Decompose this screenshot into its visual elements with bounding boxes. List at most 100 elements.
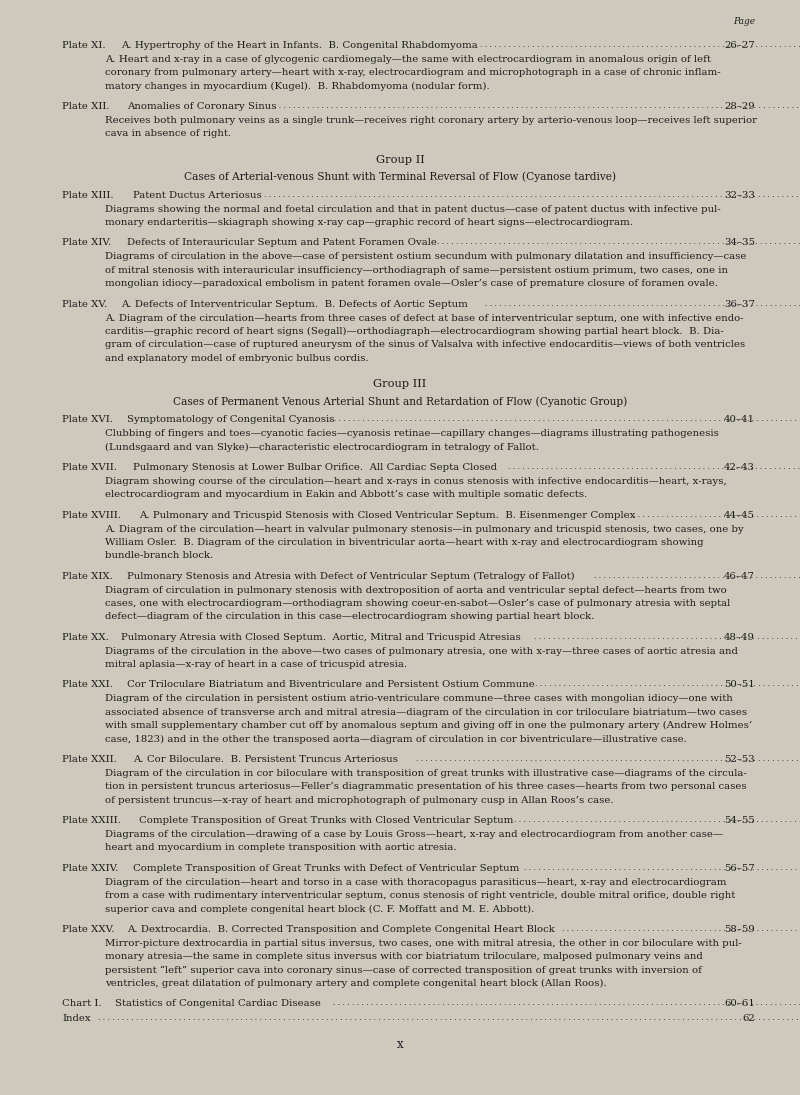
Text: 26–27: 26–27 [724,41,755,50]
Text: Diagram of the circulation in cor biloculare with transposition of great trunks : Diagram of the circulation in cor bilocu… [105,769,746,777]
Text: 34–35: 34–35 [724,239,755,247]
Text: Complete Transposition of Great Trunks with Closed Ventricular Septum: Complete Transposition of Great Trunks w… [138,816,513,826]
Text: Diagrams of the circulation in the above—two cases of pulmonary atresia, one wit: Diagrams of the circulation in the above… [105,647,738,656]
Text: Cases of Arterial-venous Shunt with Terminal Reversal of Flow (Cyanose tardive): Cases of Arterial-venous Shunt with Term… [184,172,616,183]
Text: 58–59: 58–59 [724,925,755,934]
Text: Plate XV.: Plate XV. [62,300,107,309]
Text: Plate XI.: Plate XI. [62,41,106,50]
Text: Diagram of circulation in pulmonary stenosis with dextroposition of aorta and ve: Diagram of circulation in pulmonary sten… [105,586,726,595]
Text: A. Hypertrophy of the Heart in Infants.  B. Congenital Rhabdomyoma: A. Hypertrophy of the Heart in Infants. … [121,41,478,50]
Text: . . . . . . . . . . . . . . . . . . . . . . . . . . . . . . . . . . . . . . . . : . . . . . . . . . . . . . . . . . . . . … [514,816,800,825]
Text: and explanatory model of embryonic bulbus cordis.: and explanatory model of embryonic bulbu… [105,354,369,362]
Text: . . . . . . . . . . . . . . . . . . . . . . . . . . . . . . . . . . . . . . . . : . . . . . . . . . . . . . . . . . . . . … [486,300,800,308]
Text: A. Dextrocardia.  B. Corrected Transposition and Complete Congenital Heart Block: A. Dextrocardia. B. Corrected Transposit… [127,925,554,934]
Text: 62: 62 [742,1014,755,1024]
Text: 28–29: 28–29 [724,102,755,111]
Text: Complete Transposition of Great Trunks with Defect of Ventricular Septum: Complete Transposition of Great Trunks w… [133,864,519,873]
Text: . . . . . . . . . . . . . . . . . . . . . . . . . . . . . . . . . . . . . . . . : . . . . . . . . . . . . . . . . . . . . … [333,1000,800,1007]
Text: Diagram of the circulation—heart and torso in a case with thoracopagus parasitic: Diagram of the circulation—heart and tor… [105,878,726,887]
Text: Chart I.: Chart I. [62,1000,102,1008]
Text: 46–47: 46–47 [724,572,755,580]
Text: . . . . . . . . . . . . . . . . . . . . . . . . . . . . . . . . . . . . . . . . : . . . . . . . . . . . . . . . . . . . . … [594,572,800,579]
Text: x: x [397,1038,403,1050]
Text: mongolian idiocy—paradoxical embolism in patent foramen ovale—Osler’s case of pr: mongolian idiocy—paradoxical embolism in… [105,279,718,288]
Text: Cor Triloculare Biatriatum and Biventriculare and Persistent Ostium Commune: Cor Triloculare Biatriatum and Biventric… [127,680,534,690]
Text: Diagrams of circulation in the above—case of persistent ostium secundum with pul: Diagrams of circulation in the above—cas… [105,253,746,262]
Text: persistent “left” superior cava into coronary sinus—case of corrected transposit: persistent “left” superior cava into cor… [105,966,702,975]
Text: . . . . . . . . . . . . . . . . . . . . . . . . . . . . . . . . . . . . . . . . : . . . . . . . . . . . . . . . . . . . . … [524,864,800,872]
Text: Pulmonary Stenosis at Lower Bulbar Orifice.  All Cardiac Septa Closed: Pulmonary Stenosis at Lower Bulbar Orifi… [133,463,497,472]
Text: . . . . . . . . . . . . . . . . . . . . . . . . . . . . . . . . . . . . . . . . : . . . . . . . . . . . . . . . . . . . . … [98,1014,800,1023]
Text: . . . . . . . . . . . . . . . . . . . . . . . . . . . . . . . . . . . . . . . . : . . . . . . . . . . . . . . . . . . . . … [264,191,800,198]
Text: Defects of Interauricular Septum and Patent Foramen Ovale: Defects of Interauricular Septum and Pat… [127,239,437,247]
Text: 48–49: 48–49 [724,633,755,642]
Text: A. Pulmonary and Tricuspid Stenosis with Closed Ventricular Septum.  B. Eisenmen: A. Pulmonary and Tricuspid Stenosis with… [138,510,635,519]
Text: Plate XXV.: Plate XXV. [62,925,114,934]
Text: Plate XXIII.: Plate XXIII. [62,816,121,826]
Text: mitral aplasia—x-ray of heart in a case of tricuspid atresia.: mitral aplasia—x-ray of heart in a case … [105,660,407,669]
Text: A. Heart and x-ray in a case of glycogenic cardiomegaly—the same with electrocar: A. Heart and x-ray in a case of glycogen… [105,55,711,64]
Text: Symptomatology of Congenital Cyanosis: Symptomatology of Congenital Cyanosis [127,415,334,424]
Text: Plate XX.: Plate XX. [62,633,109,642]
Text: electrocardiogram and myocardium in Eakin and Abbott’s case with multiple somati: electrocardiogram and myocardium in Eaki… [105,491,587,499]
Text: Pulmonary Stenosis and Atresia with Defect of Ventricular Septum (Tetralogy of F: Pulmonary Stenosis and Atresia with Defe… [127,572,574,580]
Text: bundle-branch block.: bundle-branch block. [105,551,214,561]
Text: 54–55: 54–55 [724,816,755,826]
Text: 44–45: 44–45 [724,510,755,519]
Text: Plate XVII.: Plate XVII. [62,463,117,472]
Text: 40–41: 40–41 [724,415,755,424]
Text: defect—diagram of the circulation in this case—electrocardiogram showing partial: defect—diagram of the circulation in thi… [105,612,594,621]
Text: Plate XII.: Plate XII. [62,102,110,111]
Text: case, 1823) and in the other the transposed aorta—diagram of circulation in cor : case, 1823) and in the other the transpo… [105,735,687,744]
Text: Plate XXI.: Plate XXI. [62,680,113,690]
Text: Group III: Group III [374,379,426,389]
Text: . . . . . . . . . . . . . . . . . . . . . . . . . . . . . . . . . . . . . . . . : . . . . . . . . . . . . . . . . . . . . … [508,463,800,471]
Text: coronary from pulmonary artery—heart with x-ray, electrocardiogram and microphot: coronary from pulmonary artery—heart wit… [105,68,721,78]
Text: 42–43: 42–43 [724,463,755,472]
Text: monary endarteritis—skiagraph showing x-ray cap—graphic record of heart signs—el: monary endarteritis—skiagraph showing x-… [105,218,633,227]
Text: from a case with rudimentary interventricular septum, conus stenosis of right ve: from a case with rudimentary interventri… [105,891,735,900]
Text: (Lundsgaard and van Slyke)—characteristic electrocardiogram in tetralogy of Fall: (Lundsgaard and van Slyke)—characteristi… [105,442,539,451]
Text: . . . . . . . . . . . . . . . . . . . . . . . . . . . . . . . . . . . . . . . . : . . . . . . . . . . . . . . . . . . . . … [329,415,800,423]
Text: . . . . . . . . . . . . . . . . . . . . . . . . . . . . . . . . . . . . . . . . : . . . . . . . . . . . . . . . . . . . . … [437,239,800,246]
Text: . . . . . . . . . . . . . . . . . . . . . . . . . . . . . . . . . . . . . . . . : . . . . . . . . . . . . . . . . . . . . … [562,925,800,933]
Text: of mitral stenosis with interauricular insufficiency—orthodiagraph of same—persi: of mitral stenosis with interauricular i… [105,266,728,275]
Text: 60–61: 60–61 [724,1000,755,1008]
Text: tion in persistent truncus arteriosus—Feller’s diagrammatic presentation of his : tion in persistent truncus arteriosus—Fe… [105,782,746,792]
Text: Plate XVIII.: Plate XVIII. [62,510,121,519]
Text: A. Defects of Interventricular Septum.  B. Defects of Aortic Septum: A. Defects of Interventricular Septum. B… [121,300,468,309]
Text: ventricles, great dilatation of pulmonary artery and complete congenital heart b: ventricles, great dilatation of pulmonar… [105,979,606,988]
Text: A. Diagram of the circulation—hearts from three cases of defect at base of inter: A. Diagram of the circulation—hearts fro… [105,313,744,323]
Text: . . . . . . . . . . . . . . . . . . . . . . . . . . . . . . . . . . . . . . . . : . . . . . . . . . . . . . . . . . . . . … [534,680,800,689]
Text: A. Diagram of the circulation—heart in valvular pulmonary stenosis—in pulmonary : A. Diagram of the circulation—heart in v… [105,525,744,533]
Text: with small supplementary chamber cut off by anomalous septum and giving off in o: with small supplementary chamber cut off… [105,722,752,730]
Text: . . . . . . . . . . . . . . . . . . . . . . . . . . . . . . . . . . . . . . . . : . . . . . . . . . . . . . . . . . . . . … [416,754,800,763]
Text: Plate XIV.: Plate XIV. [62,239,111,247]
Text: Anomalies of Coronary Sinus: Anomalies of Coronary Sinus [127,102,276,111]
Text: . . . . . . . . . . . . . . . . . . . . . . . . . . . . . . . . . . . . . . . . : . . . . . . . . . . . . . . . . . . . . … [534,633,800,641]
Text: gram of circulation—case of ruptured aneurysm of the sinus of Valsalva with infe: gram of circulation—case of ruptured ane… [105,341,745,349]
Text: Pulmonary Atresia with Closed Septum.  Aortic, Mitral and Tricuspid Atresias: Pulmonary Atresia with Closed Septum. Ao… [121,633,521,642]
Text: Plate XIX.: Plate XIX. [62,572,113,580]
Text: monary atresia—the same in complete situs inversus with cor biatriatum trilocula: monary atresia—the same in complete situ… [105,953,702,961]
Text: William Osler.  B. Diagram of the circulation in biventricular aorta—heart with : William Osler. B. Diagram of the circula… [105,538,703,546]
Text: Page: Page [733,16,755,25]
Text: Diagrams of the circulation—drawing of a case by Louis Gross—heart, x-ray and el: Diagrams of the circulation—drawing of a… [105,830,723,839]
Text: Index: Index [62,1014,90,1024]
Text: 36–37: 36–37 [724,300,755,309]
Text: A. Cor Biloculare.  B. Persistent Truncus Arteriosus: A. Cor Biloculare. B. Persistent Truncus… [133,754,398,764]
Text: associated absence of transverse arch and mitral atresia—diagram of the circulat: associated absence of transverse arch an… [105,707,747,717]
Text: Mirror-picture dextrocardia in partial situs inversus, two cases, one with mitra: Mirror-picture dextrocardia in partial s… [105,938,742,948]
Text: Plate XVI.: Plate XVI. [62,415,113,424]
Text: Diagram of the circulation in persistent ostium atrio-ventriculare commune—three: Diagram of the circulation in persistent… [105,694,733,703]
Text: Clubbing of fingers and toes—cyanotic facies—cyanosis retinae—capillary changes—: Clubbing of fingers and toes—cyanotic fa… [105,429,719,438]
Text: 50–51: 50–51 [724,680,755,690]
Text: . . . . . . . . . . . . . . . . . . . . . . . . . . . . . . . . . . . . . . . . : . . . . . . . . . . . . . . . . . . . . … [480,41,800,49]
Text: Plate XXIV.: Plate XXIV. [62,864,118,873]
Text: Plate XXII.: Plate XXII. [62,754,117,764]
Text: Cases of Permanent Venous Arterial Shunt and Retardation of Flow (Cyanotic Group: Cases of Permanent Venous Arterial Shunt… [173,396,627,406]
Text: Statistics of Congenital Cardiac Disease: Statistics of Congenital Cardiac Disease [115,1000,321,1008]
Text: Receives both pulmonary veins as a single trunk—receives right coronary artery b: Receives both pulmonary veins as a singl… [105,116,757,125]
Text: of persistent truncus—x-ray of heart and microphotograph of pulmonary cusp in Al: of persistent truncus—x-ray of heart and… [105,796,614,805]
Text: heart and myocardium in complete transposition with aortic atresia.: heart and myocardium in complete transpo… [105,843,457,853]
